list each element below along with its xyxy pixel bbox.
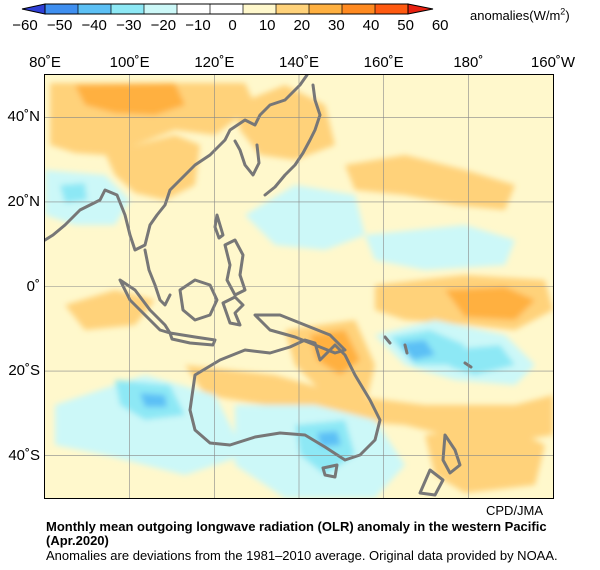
colorbar-tick-label: 40 xyxy=(362,17,380,34)
colorbar-legend: −60 −50 −40 −30 −20 −10 0 10 20 30 40 50 60 anomalie… xyxy=(0,0,600,40)
anomaly-south-pacific-band xyxy=(185,365,553,445)
figure-title: Monthly mean outgoing longwave radiation… xyxy=(46,519,547,548)
credit-label: CPD/JMA xyxy=(486,503,544,518)
colorbar-low-arrow xyxy=(21,3,46,15)
anomaly-indian-ocean xyxy=(65,290,155,330)
colorbar-tick-label: 60 xyxy=(431,17,449,34)
latitude-tick-label: 20˚S xyxy=(8,362,40,380)
units-superscript: 2 xyxy=(560,6,566,17)
coast-tasmania xyxy=(321,463,339,479)
colorbar-tick-label: 50 xyxy=(397,17,414,34)
colorbar-tick-label: −10 xyxy=(185,17,211,34)
colorbar-tick-label: 20 xyxy=(293,17,311,34)
coast-java xyxy=(168,331,217,347)
anomaly-new-zealand xyxy=(425,425,545,493)
coast-taiwan xyxy=(213,213,225,240)
latitude-tick-label: 20˚N xyxy=(7,192,40,210)
anomaly-tasman-sea-core xyxy=(317,431,341,447)
colorbar-high-arrow xyxy=(407,3,434,15)
anomaly-southeast-indian-ocean xyxy=(55,375,245,475)
longitude-tick-label: 140˚E xyxy=(278,54,320,71)
units-label: anomalies(W/m xyxy=(470,8,561,23)
anomaly-map xyxy=(44,74,554,499)
colorbar-segment xyxy=(243,4,276,14)
coast-sulawesi xyxy=(221,295,245,327)
longitude-tick-label: 120˚E xyxy=(194,54,235,71)
longitude-tick-label: 100˚E xyxy=(109,54,150,71)
colorbar-segment xyxy=(78,4,111,14)
colorbar-tick-label: −20 xyxy=(150,17,177,34)
colorbar-tick-label: −50 xyxy=(46,17,73,34)
colorbar-segment xyxy=(276,4,309,14)
coast-asia xyxy=(45,75,309,252)
colorbar-tick-label: 30 xyxy=(328,17,345,34)
colorbar-segment xyxy=(45,4,78,14)
anomaly-bay-of-bengal-core xyxy=(60,183,87,203)
colorbar xyxy=(21,3,434,15)
anomaly-fiji xyxy=(445,345,515,375)
colorbar-segment xyxy=(111,4,144,14)
anomaly-field xyxy=(45,83,553,498)
colorbar-tick-label: 0 xyxy=(228,17,237,34)
anomaly-central-north-pacific xyxy=(365,225,515,270)
anomaly-north-china-core xyxy=(75,83,185,115)
coast-borneo xyxy=(178,278,219,322)
coast-malay-peninsula xyxy=(143,248,172,307)
latitude-tick-label: 40˚S xyxy=(8,446,40,464)
anomaly-bay-of-bengal xyxy=(45,170,130,225)
colorbar-segment xyxy=(309,4,342,14)
coast-japan xyxy=(263,83,322,197)
colorbar-segment xyxy=(177,4,210,14)
anomaly-vanuatu-core xyxy=(400,340,435,360)
colorbar-tick-label: −30 xyxy=(116,17,142,34)
anomaly-southeast-indian-ocean-peak xyxy=(140,393,167,407)
colorbar-segment xyxy=(375,4,408,14)
colorbar-segment xyxy=(144,4,177,14)
anomaly-equatorial-pacific-core xyxy=(445,287,535,320)
latitude-tick-label: 40˚N xyxy=(7,108,40,126)
figure-footnote: Anomalies are deviations from the 1981–2… xyxy=(46,548,558,563)
coast-philippines xyxy=(223,238,247,297)
longitude-tick-label: 180˚ xyxy=(453,54,484,71)
coast-korea xyxy=(233,139,261,177)
colorbar-segment xyxy=(342,4,375,14)
colorbar-tick-label: −60 xyxy=(12,17,38,34)
graticule xyxy=(45,75,553,498)
coast-islands xyxy=(383,335,473,369)
anomaly-subtropical-pacific xyxy=(345,155,515,210)
latitude-tick-label: 0˚ xyxy=(26,277,40,295)
colorbar-tick-label: −40 xyxy=(81,17,107,34)
colorbar-segment xyxy=(210,4,243,14)
longitude-tick-label: 80˚E xyxy=(29,54,61,71)
longitude-tick-label: 160˚W xyxy=(530,54,576,71)
anomaly-philippine-sea xyxy=(245,185,365,250)
coast-australia xyxy=(188,338,382,462)
coastlines xyxy=(45,75,473,497)
longitude-tick-label: 160˚E xyxy=(363,54,404,71)
colorbar-tick-label: 10 xyxy=(258,17,276,34)
units-close: ) xyxy=(565,8,570,23)
colorbar-units: anomalies(W/m2) xyxy=(470,6,570,23)
